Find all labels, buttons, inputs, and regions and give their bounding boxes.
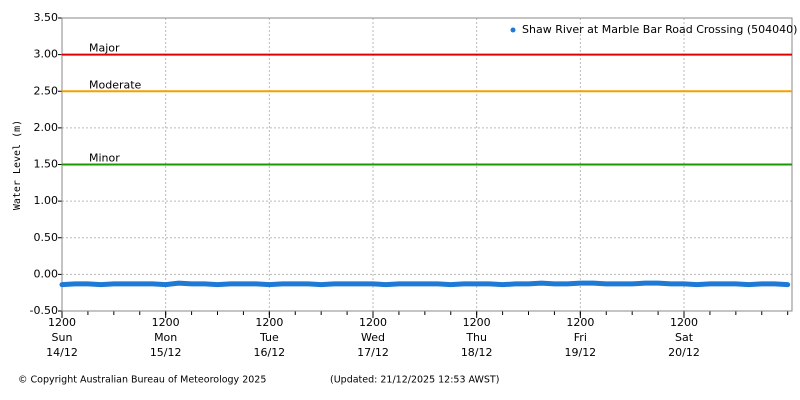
x-tick-day: Mon <box>154 331 177 344</box>
threshold-label: Moderate <box>89 78 142 91</box>
y-tick-label: -0.50 <box>30 304 58 317</box>
x-tick-time: 1200 <box>670 316 698 329</box>
y-tick-label: 3.00 <box>34 48 59 61</box>
x-tick-time: 1200 <box>48 316 76 329</box>
copyright: © Copyright Australian Bureau of Meteoro… <box>18 375 266 386</box>
y-tick-label: 2.50 <box>34 84 59 97</box>
y-tick-label: 1.00 <box>34 194 59 207</box>
y-tick-label: 0.00 <box>34 267 59 280</box>
x-tick-date: 20/12 <box>668 346 700 359</box>
x-tick-date: 17/12 <box>357 346 389 359</box>
updated: (Updated: 21/12/2025 12:53 AWST) <box>330 375 499 386</box>
x-tick-day: Wed <box>361 331 385 344</box>
x-tick-day: Fri <box>574 331 587 344</box>
x-tick-day: Tue <box>259 331 279 344</box>
x-tick-date: 14/12 <box>46 346 78 359</box>
x-tick-time: 1200 <box>152 316 180 329</box>
legend-label: Shaw River at Marble Bar Road Crossing (… <box>522 23 797 36</box>
legend-marker <box>510 27 516 33</box>
x-tick-date: 18/12 <box>461 346 493 359</box>
x-tick-day: Sun <box>52 331 73 344</box>
x-tick-date: 16/12 <box>253 346 285 359</box>
y-tick-label: 1.50 <box>34 158 59 171</box>
series-line <box>59 280 791 288</box>
y-tick-label: 3.50 <box>34 11 59 24</box>
x-tick-day: Sat <box>675 331 694 344</box>
x-tick-date: 19/12 <box>564 346 596 359</box>
x-tick-time: 1200 <box>359 316 387 329</box>
threshold-label: Minor <box>89 152 120 165</box>
y-axis-label: Water Level (m) <box>12 120 23 210</box>
x-tick-date: 15/12 <box>150 346 182 359</box>
x-tick-time: 1200 <box>566 316 594 329</box>
x-tick-time: 1200 <box>463 316 491 329</box>
y-tick-label: 0.50 <box>34 231 59 244</box>
x-tick-day: Thu <box>465 331 487 344</box>
y-tick-label: 2.00 <box>34 121 59 134</box>
x-tick-time: 1200 <box>255 316 283 329</box>
threshold-label: Major <box>89 42 120 55</box>
